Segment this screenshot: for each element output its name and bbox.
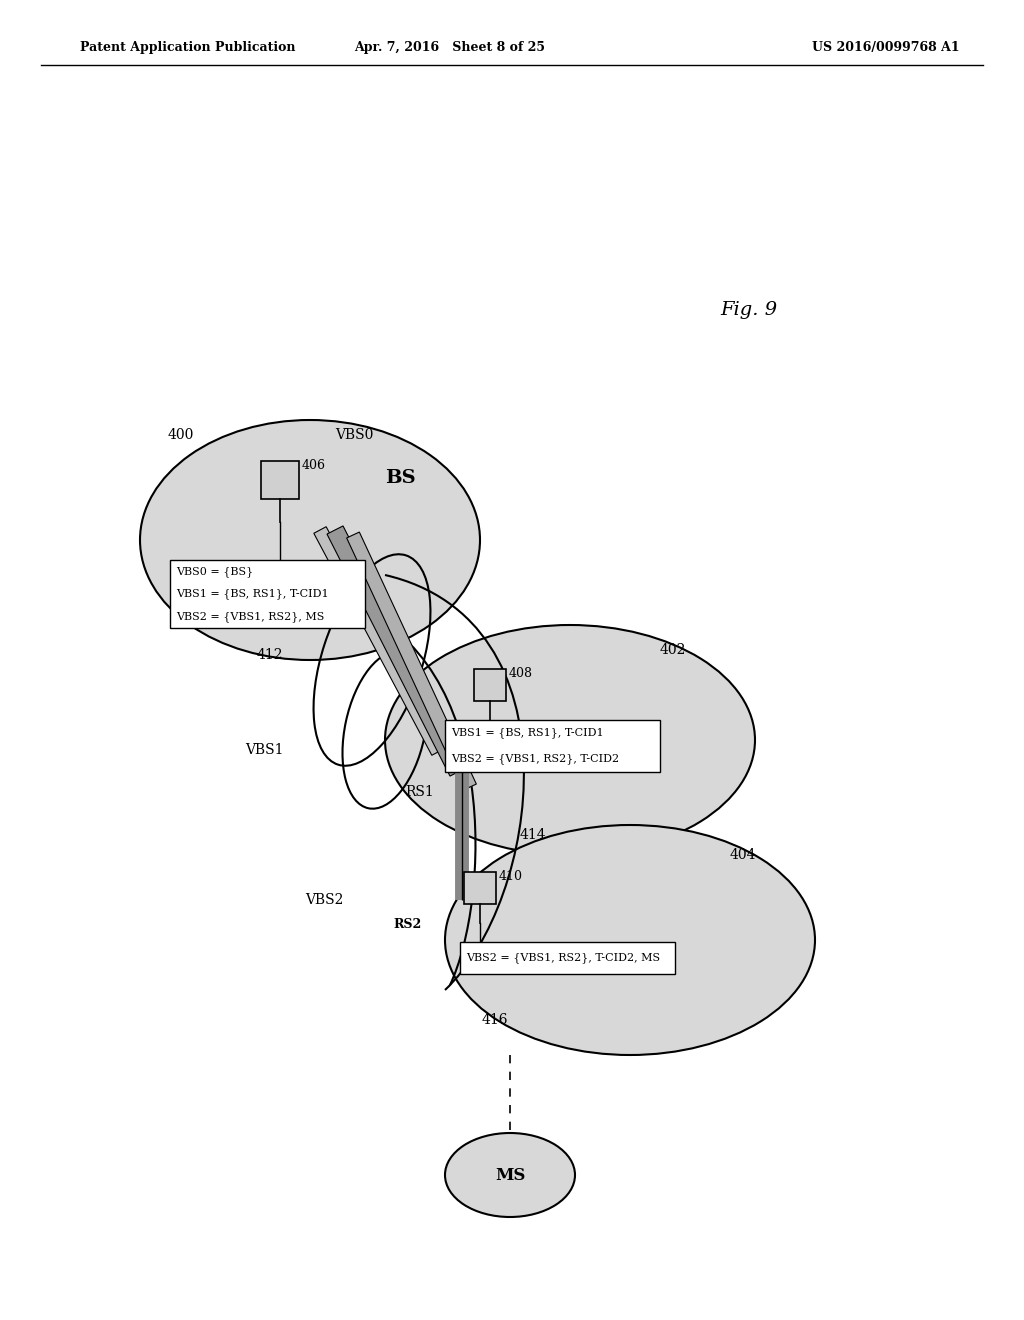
FancyBboxPatch shape <box>460 942 675 974</box>
Text: 408: 408 <box>509 667 534 680</box>
Text: RS2: RS2 <box>393 917 421 931</box>
Text: VBS1 = {BS, RS1}, T-CID1: VBS1 = {BS, RS1}, T-CID1 <box>176 589 329 599</box>
Ellipse shape <box>140 420 480 660</box>
Text: 412: 412 <box>257 648 284 663</box>
Text: VBS2 = {VBS1, RS2}, MS: VBS2 = {VBS1, RS2}, MS <box>176 611 325 622</box>
Text: VBS0: VBS0 <box>335 428 374 442</box>
Ellipse shape <box>385 624 755 855</box>
Text: VBS0 = {BS}: VBS0 = {BS} <box>176 566 253 577</box>
Ellipse shape <box>445 1133 575 1217</box>
Text: Apr. 7, 2016   Sheet 8 of 25: Apr. 7, 2016 Sheet 8 of 25 <box>354 41 546 54</box>
FancyBboxPatch shape <box>464 873 496 904</box>
Text: VBS1 = {BS, RS1}, T-CID1: VBS1 = {BS, RS1}, T-CID1 <box>451 727 603 738</box>
Text: 410: 410 <box>499 870 523 883</box>
Text: Patent Application Publication: Patent Application Publication <box>80 41 296 54</box>
Text: VBS2 = {VBS1, RS2}, T-CID2, MS: VBS2 = {VBS1, RS2}, T-CID2, MS <box>466 953 660 964</box>
Ellipse shape <box>445 825 815 1055</box>
Text: 402: 402 <box>660 643 686 657</box>
Text: MS: MS <box>495 1167 525 1184</box>
Polygon shape <box>327 525 466 776</box>
Text: 400: 400 <box>168 428 195 442</box>
Text: 416: 416 <box>481 1012 508 1027</box>
FancyBboxPatch shape <box>261 461 299 499</box>
Polygon shape <box>347 532 476 789</box>
Text: VBS2 = {VBS1, RS2}, T-CID2: VBS2 = {VBS1, RS2}, T-CID2 <box>451 754 620 764</box>
FancyBboxPatch shape <box>170 560 365 628</box>
Text: RS1: RS1 <box>406 785 434 799</box>
Text: 414: 414 <box>520 828 547 842</box>
Text: BS: BS <box>385 469 416 487</box>
FancyBboxPatch shape <box>445 719 660 772</box>
Polygon shape <box>313 527 444 755</box>
Text: 406: 406 <box>302 459 326 473</box>
Text: Fig. 9: Fig. 9 <box>720 301 777 319</box>
FancyBboxPatch shape <box>474 669 506 701</box>
Text: VBS1: VBS1 <box>245 743 284 756</box>
Text: VBS2: VBS2 <box>305 894 343 907</box>
Text: US 2016/0099768 A1: US 2016/0099768 A1 <box>812 41 961 54</box>
Text: 404: 404 <box>730 847 757 862</box>
